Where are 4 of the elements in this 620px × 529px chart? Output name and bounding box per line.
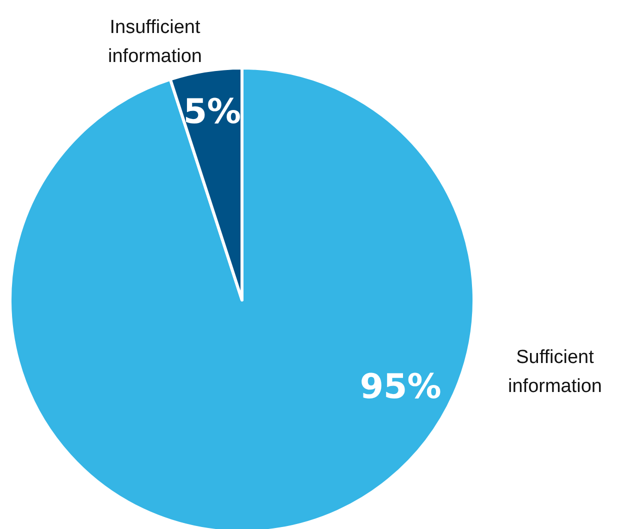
- data-label: 5%: [183, 92, 242, 132]
- slice-label: Sufficient information: [508, 347, 602, 397]
- data-label: 95%: [360, 367, 442, 408]
- slice-label: Insufficient information: [108, 17, 202, 67]
